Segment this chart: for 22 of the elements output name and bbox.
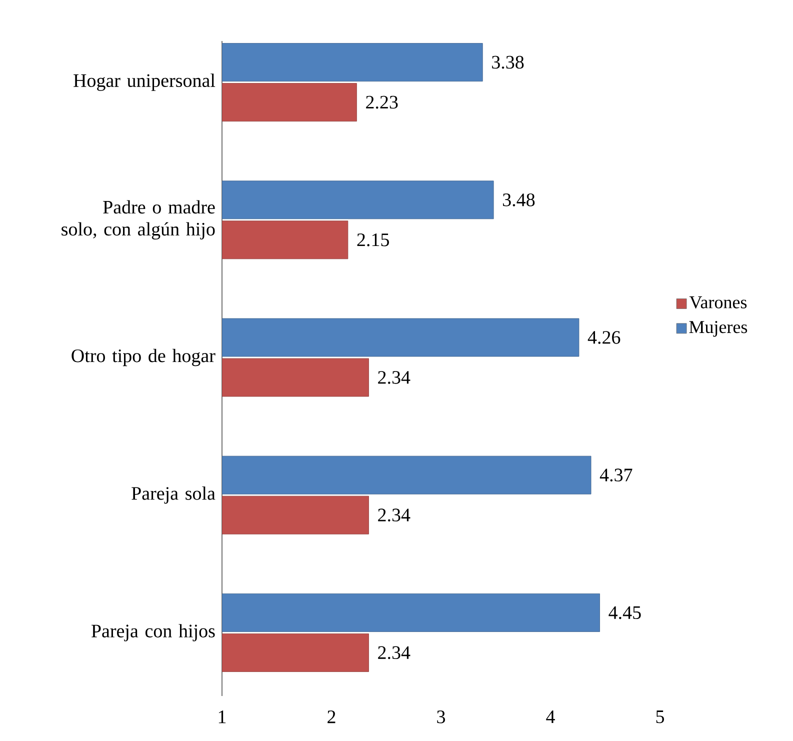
y-tick-label: Pareja con hijos: [91, 624, 215, 642]
data-label: 2.34: [378, 646, 410, 660]
y-tick-label: Padre o madre solo, con algún hijo: [62, 200, 215, 240]
y-tick-label: Hogar unipersonal: [74, 74, 216, 91]
x-tick-label: 2: [328, 710, 336, 724]
x-tick-label: 5: [656, 710, 664, 724]
legend-label: Varones: [689, 296, 747, 308]
legend-label: Mujeres: [689, 321, 748, 337]
y-tick-label: Pareja sola: [132, 486, 216, 504]
x-tick-label: 3: [437, 710, 445, 724]
y-tick-label: Otro tipo de hogar: [72, 348, 216, 366]
data-label: 2.34: [378, 508, 410, 522]
data-label: 3.38: [492, 56, 524, 69]
x-tick-label: 1: [218, 710, 226, 724]
data-label: 4.37: [600, 468, 632, 482]
data-label: 2.34: [378, 371, 410, 384]
data-label: 3.48: [503, 193, 535, 206]
data-label: 4.45: [608, 606, 641, 620]
data-label: 4.26: [588, 331, 620, 344]
data-label: 2.23: [366, 96, 398, 109]
x-tick-label: 4: [546, 710, 555, 724]
data-label: 2.15: [357, 233, 389, 246]
